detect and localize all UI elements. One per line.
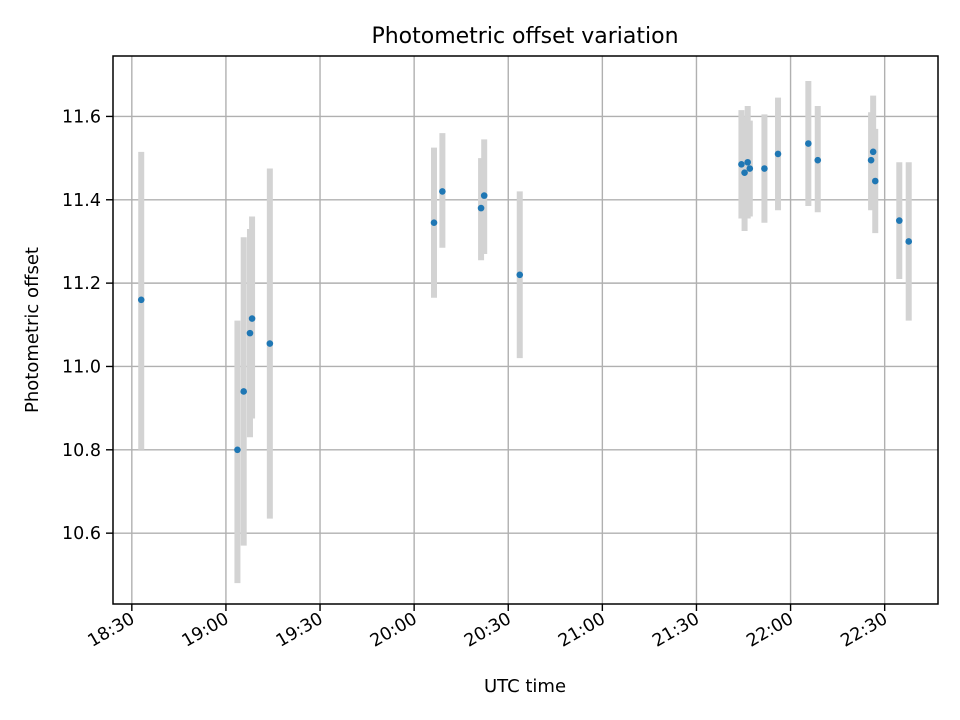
data-point (480, 192, 488, 199)
grid (113, 56, 938, 604)
y-tick-label: 11.6 (62, 107, 101, 127)
y-tick-label: 11.0 (62, 357, 101, 377)
data-point (738, 161, 745, 168)
data-point (234, 446, 241, 454)
data-point (248, 315, 256, 322)
data-point (266, 340, 274, 347)
data-point (761, 165, 768, 172)
chart-title: Photometric offset variation (371, 24, 678, 49)
data-point (430, 219, 438, 226)
data-point (439, 188, 446, 195)
data-point (246, 329, 254, 337)
plot-frame (112, 55, 939, 605)
data-points (137, 140, 913, 454)
data-point (905, 238, 913, 245)
data-point (477, 204, 485, 212)
y-tick-label: 10.6 (62, 524, 101, 544)
data-point (240, 388, 248, 395)
data-point (867, 156, 875, 164)
data-point (814, 156, 822, 164)
data-point (774, 150, 782, 158)
x-axis-label: UTC time (484, 676, 566, 697)
y-axis: 10.6 10.8 11.0 11.2 11.4 11.6 (62, 107, 113, 544)
data-point (871, 177, 879, 185)
data-point (516, 271, 524, 279)
y-axis-label: Photometric offset (22, 247, 43, 413)
y-tick-label: 10.8 (62, 441, 101, 461)
data-point (137, 296, 145, 304)
data-point (744, 158, 751, 166)
y-tick-label: 11.4 (62, 191, 101, 211)
data-point (805, 140, 812, 147)
data-point (746, 165, 754, 172)
data-point (869, 148, 877, 156)
y-tick-label: 11.2 (62, 274, 101, 294)
data-point (741, 169, 748, 176)
data-point (896, 217, 903, 224)
